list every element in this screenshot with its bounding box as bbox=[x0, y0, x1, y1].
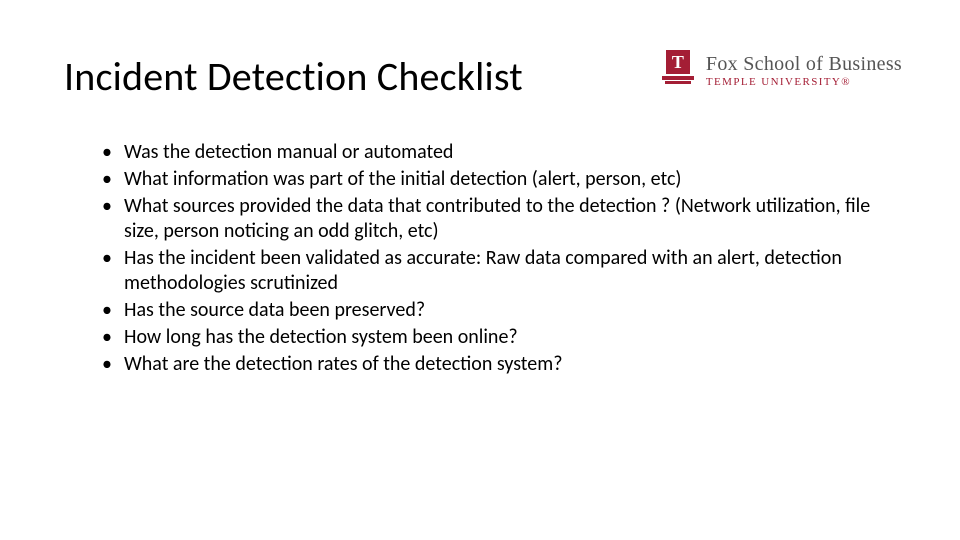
list-item: How long has the detection system been o… bbox=[100, 325, 900, 350]
list-item: Has the incident been validated as accur… bbox=[100, 246, 900, 296]
logo: T Fox School of Business TEMPLE UNIVERSI… bbox=[660, 50, 902, 92]
logo-school-name: Fox School of Business bbox=[706, 54, 902, 75]
list-item: Has the source data been preserved? bbox=[100, 298, 900, 323]
slide-body: Was the detection manual or automated Wh… bbox=[100, 140, 900, 379]
logo-mark: T bbox=[660, 50, 696, 92]
list-item: What information was part of the initial… bbox=[100, 167, 900, 192]
logo-t-box: T bbox=[666, 50, 690, 74]
bullet-list: Was the detection manual or automated Wh… bbox=[100, 140, 900, 377]
logo-base bbox=[662, 76, 694, 80]
logo-t-letter: T bbox=[672, 53, 684, 71]
slide: Incident Detection Checklist T Fox Schoo… bbox=[0, 0, 960, 540]
slide-title: Incident Detection Checklist bbox=[64, 52, 523, 101]
logo-text: Fox School of Business TEMPLE UNIVERSITY… bbox=[706, 54, 902, 89]
list-item: Was the detection manual or automated bbox=[100, 140, 900, 165]
logo-university-name: TEMPLE UNIVERSITY® bbox=[706, 77, 902, 89]
list-item: What are the detection rates of the dete… bbox=[100, 352, 900, 377]
logo-base2 bbox=[665, 81, 691, 84]
list-item: What sources provided the data that cont… bbox=[100, 194, 900, 244]
